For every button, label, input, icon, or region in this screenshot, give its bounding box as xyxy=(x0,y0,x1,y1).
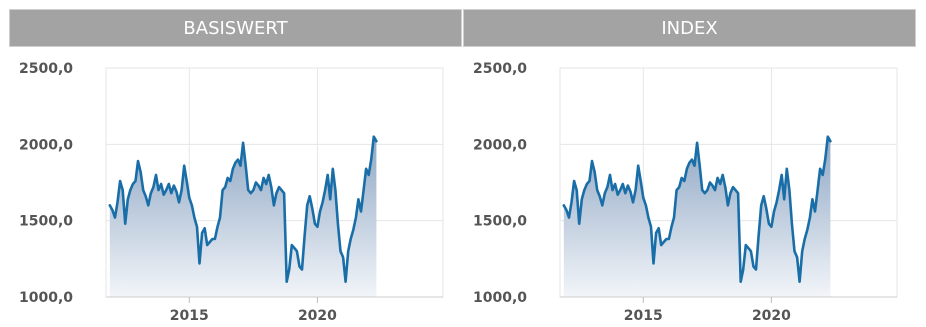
y-tick-label: 1500,0 xyxy=(473,214,527,230)
y-tick-label: 1500,0 xyxy=(19,214,73,230)
series-line xyxy=(108,135,378,283)
x-tick-label: 2020 xyxy=(298,308,337,324)
series-line xyxy=(562,135,832,283)
series-area xyxy=(109,136,377,297)
y-tick-label: 1000,0 xyxy=(473,290,527,306)
y-tick-label: 2500,0 xyxy=(19,61,73,77)
y-tick-label: 1000,0 xyxy=(19,290,73,306)
chart-basiswert: 1000,0 1500,0 2000,0 2500,0 2015 2020 xyxy=(19,61,444,324)
chart-index: 1000,0 1500,0 2000,0 2500,0 2015 2020 xyxy=(473,61,898,324)
x-tick-label: 2020 xyxy=(752,308,791,324)
x-tick-label: 2015 xyxy=(170,308,209,324)
tab-index[interactable]: INDEX xyxy=(463,9,916,47)
y-tick-label: 2000,0 xyxy=(19,137,73,153)
chart-panel-index: INDEX 1000,0 1500,0 2000,0 2500,0 2015 2020 xyxy=(463,9,916,325)
series-area xyxy=(563,136,831,297)
tab-basiswert[interactable]: BASISWERT xyxy=(9,9,462,47)
x-tick-label: 2015 xyxy=(624,308,663,324)
chart-panel-basiswert: BASISWERT 1000,0 1500,0 2000,0 2500,0 2015 20… xyxy=(9,9,462,325)
y-tick-label: 2500,0 xyxy=(473,61,527,77)
y-tick-label: 2000,0 xyxy=(473,137,527,153)
